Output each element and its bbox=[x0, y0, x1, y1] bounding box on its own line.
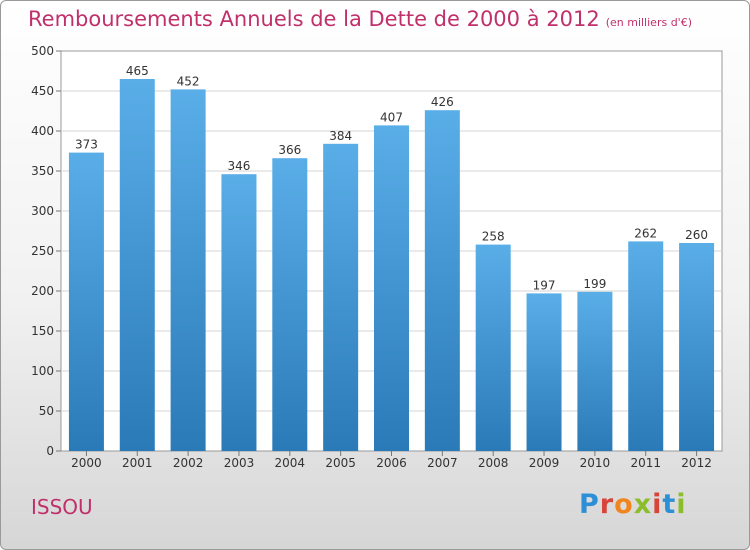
data-label-2003: 346 bbox=[228, 159, 251, 173]
logo-letter: r bbox=[599, 489, 615, 520]
bar-2007 bbox=[424, 110, 460, 451]
bar-2004 bbox=[272, 158, 308, 451]
y-tick-label: 500 bbox=[31, 44, 54, 58]
x-tick-label-2011: 2011 bbox=[630, 456, 661, 470]
bar-2002 bbox=[170, 89, 206, 452]
data-label-2007: 426 bbox=[431, 95, 454, 109]
y-tick-label: 350 bbox=[31, 164, 54, 178]
data-label-2006: 407 bbox=[380, 110, 403, 124]
data-label-2005: 384 bbox=[329, 129, 352, 143]
y-tick-label: 150 bbox=[31, 324, 54, 338]
chart-unit: (en milliers d'€) bbox=[605, 16, 692, 29]
y-tick-label: 0 bbox=[46, 444, 54, 458]
x-tick-label-2004: 2004 bbox=[275, 456, 306, 470]
y-tick-label: 100 bbox=[31, 364, 54, 378]
x-tick-label-2010: 2010 bbox=[580, 456, 611, 470]
data-label-2002: 452 bbox=[177, 74, 200, 88]
data-label-2009: 197 bbox=[533, 278, 556, 292]
x-tick-label-2008: 2008 bbox=[478, 456, 509, 470]
logo-letter: i bbox=[676, 489, 687, 520]
x-tick-label-2002: 2002 bbox=[173, 456, 204, 470]
x-tick-label-2003: 2003 bbox=[224, 456, 255, 470]
data-label-2012: 260 bbox=[685, 228, 708, 242]
logo-letter: i bbox=[652, 489, 663, 520]
bar-2008 bbox=[475, 244, 511, 451]
chart-title: Remboursements Annuels de la Dette de 20… bbox=[28, 7, 692, 31]
logo-letter: P bbox=[579, 489, 600, 520]
bar-2010 bbox=[577, 291, 613, 451]
data-label-2000: 373 bbox=[75, 138, 98, 152]
x-tick-label-2006: 2006 bbox=[376, 456, 407, 470]
logo-letter: o bbox=[614, 489, 634, 520]
y-tick-label: 400 bbox=[31, 124, 54, 138]
bar-2000 bbox=[68, 152, 104, 451]
bar-2011 bbox=[628, 241, 664, 451]
y-tick-label: 450 bbox=[31, 84, 54, 98]
bar-2009 bbox=[526, 293, 562, 451]
data-label-2010: 199 bbox=[583, 277, 606, 291]
bars bbox=[68, 79, 715, 452]
data-label-2008: 258 bbox=[482, 230, 505, 244]
bar-2012 bbox=[679, 243, 715, 451]
y-tick-label: 300 bbox=[31, 204, 54, 218]
proxiti-logo: Proxiti bbox=[579, 489, 687, 520]
y-tick-label: 250 bbox=[31, 244, 54, 258]
x-tick-label-2005: 2005 bbox=[325, 456, 356, 470]
bar-2001 bbox=[119, 79, 155, 451]
x-tick-label-2000: 2000 bbox=[71, 456, 102, 470]
bar-2005 bbox=[323, 143, 359, 452]
data-label-2004: 366 bbox=[278, 143, 301, 157]
logo-letter: t bbox=[662, 489, 677, 520]
data-labels: 373 465 452 346 366 384 407 426 258 197 199 262 260 bbox=[75, 64, 708, 292]
x-tick-label-2001: 2001 bbox=[122, 456, 153, 470]
bar-2003 bbox=[221, 174, 257, 451]
data-label-2001: 465 bbox=[126, 64, 149, 78]
y-axis: 0 50 100 150 200 250 300 350 400 450 500 bbox=[31, 44, 61, 458]
y-tick-label: 50 bbox=[39, 404, 54, 418]
chart-title-text: Remboursements Annuels de la Dette de 20… bbox=[28, 7, 600, 31]
x-tick-label-2009: 2009 bbox=[529, 456, 560, 470]
data-label-2011: 262 bbox=[634, 226, 657, 240]
logo-letter: x bbox=[633, 489, 653, 520]
x-axis: 2000 2001 2002 2003 2004 2005 2006 2007 2008 2009… bbox=[71, 451, 712, 470]
city-name: ISSOU bbox=[31, 495, 93, 519]
x-tick-label-2007: 2007 bbox=[427, 456, 458, 470]
x-tick-label-2012: 2012 bbox=[681, 456, 712, 470]
y-tick-label: 200 bbox=[31, 284, 54, 298]
bar-2006 bbox=[374, 125, 409, 452]
